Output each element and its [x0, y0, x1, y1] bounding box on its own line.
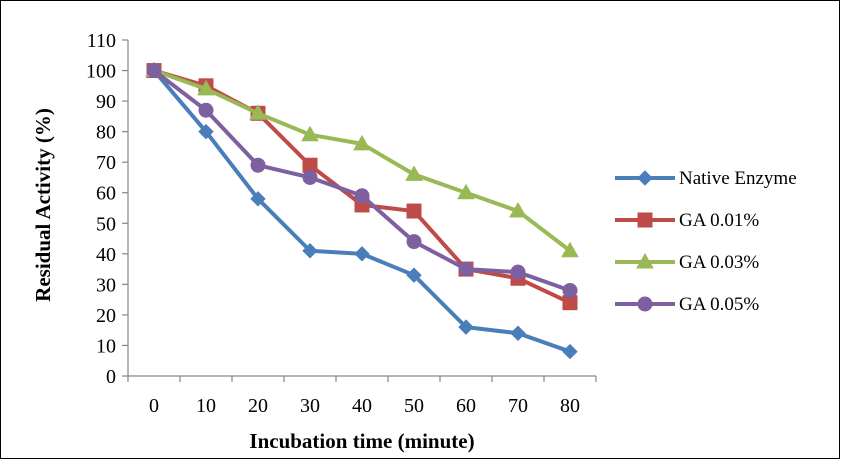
data-point	[458, 261, 474, 277]
legend-label: GA 0.03%	[679, 252, 759, 273]
legend-label: GA 0.05%	[679, 294, 759, 315]
y-tick-label: 70	[96, 152, 116, 174]
data-point	[510, 264, 526, 280]
x-axis-title: Incubation time (minute)	[249, 429, 474, 453]
data-point	[301, 125, 319, 142]
data-point	[250, 157, 266, 173]
y-tick-label: 10	[96, 335, 116, 357]
y-tick-label: 30	[96, 274, 116, 296]
series-2	[145, 61, 579, 258]
y-axis-title: Residual Activity (%)	[31, 108, 55, 302]
data-point	[406, 267, 422, 283]
legend-marker	[637, 170, 653, 186]
data-point	[302, 169, 318, 185]
y-tick-label: 0	[106, 366, 116, 388]
data-point	[198, 123, 214, 140]
y-tick-label: 100	[86, 61, 116, 83]
x-tick-label: 80	[560, 395, 580, 417]
legend-marker	[637, 296, 653, 312]
y-tick-label: 90	[96, 91, 116, 113]
legend-marker	[637, 212, 653, 228]
data-point	[249, 104, 267, 120]
legend: Native Enzyme GA 0.01% GA 0.03% GA 0.05%	[615, 168, 797, 315]
series-layer	[145, 61, 579, 360]
labels-layer: Incubation time (minute) Residual Activi…	[31, 108, 475, 453]
legend-item: GA 0.01%	[615, 210, 759, 231]
x-tick-label: 10	[196, 395, 216, 417]
data-point	[562, 343, 578, 360]
data-point	[198, 102, 214, 118]
data-point	[509, 202, 527, 218]
y-tick-label: 80	[96, 122, 116, 144]
y-tick-label: 20	[96, 305, 116, 327]
data-point	[406, 203, 422, 219]
x-tick-label: 50	[404, 395, 424, 417]
legend-label: Native Enzyme	[679, 168, 797, 189]
data-point	[406, 234, 422, 250]
x-tick-label: 70	[508, 395, 528, 417]
data-point	[302, 243, 318, 259]
data-point	[353, 134, 371, 151]
y-tick-label: 60	[96, 183, 116, 205]
x-tick-label: 60	[456, 395, 476, 417]
series-3	[146, 63, 578, 298]
series-line	[153, 68, 572, 253]
legend-item: GA 0.03%	[615, 252, 759, 273]
legend-item: GA 0.05%	[615, 294, 759, 315]
y-tick-label: 50	[96, 213, 116, 235]
legend-marker	[636, 252, 654, 269]
data-point	[510, 325, 526, 341]
x-tick-label: 0	[149, 395, 159, 417]
data-point	[146, 63, 162, 79]
y-tick-label: 110	[87, 30, 116, 52]
data-point	[458, 319, 474, 335]
data-point	[354, 188, 370, 204]
y-tick-label: 40	[96, 244, 116, 266]
series-line	[153, 68, 571, 305]
data-point	[561, 241, 579, 258]
legend-item: Native Enzyme	[615, 168, 797, 189]
data-point	[250, 191, 266, 207]
x-tick-label: 20	[248, 395, 268, 417]
data-point	[197, 79, 215, 96]
data-point	[562, 282, 578, 298]
data-point	[457, 183, 475, 200]
data-point	[354, 246, 370, 262]
legend-label: GA 0.01%	[679, 210, 759, 231]
axes: 0 10 20 30 40 50 60 70 80 90 100 110 0 10 20 30 40 50 60 70…	[86, 30, 597, 417]
data-point	[405, 165, 423, 181]
x-tick-label: 40	[352, 395, 372, 417]
x-tick-label: 30	[300, 395, 320, 417]
